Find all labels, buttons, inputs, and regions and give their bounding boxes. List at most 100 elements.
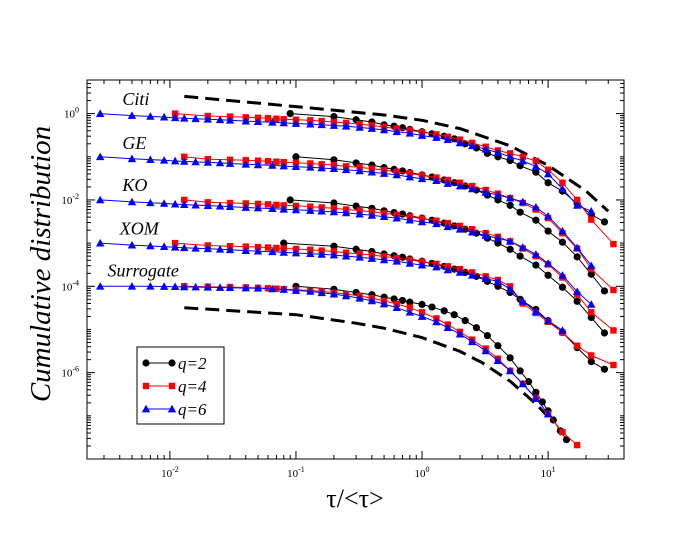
ge-q6-point <box>279 161 288 170</box>
surrogate-q6-point <box>543 409 553 418</box>
ko-q4-point <box>273 201 280 209</box>
surrogate-q2-point <box>483 332 492 340</box>
ko-q2-point <box>558 283 567 291</box>
surrogate-q2-series <box>292 282 571 444</box>
xom-q6-point <box>170 243 180 251</box>
ge-q6-point <box>146 155 155 163</box>
citi-q4-point <box>610 240 617 248</box>
ge-q6-point <box>291 162 301 171</box>
legend-marker <box>142 359 150 367</box>
ko-q6-point <box>543 259 553 267</box>
xom-q6-point <box>468 271 477 279</box>
citi-q6-point <box>493 148 503 156</box>
citi-q6-point <box>443 135 452 143</box>
ko-q6-point <box>159 199 169 207</box>
citi-q6-point <box>215 115 225 124</box>
ge-q6-series <box>96 152 596 270</box>
ge-q6-point <box>341 165 351 174</box>
citi-q6-point <box>146 112 155 120</box>
surrogate-q6-point <box>455 329 465 338</box>
ge-q2-point <box>558 238 567 246</box>
citi-q6-point <box>180 114 189 122</box>
ko-q2-point <box>506 245 514 253</box>
xom-q2-point <box>587 358 595 366</box>
surrogate-q2-point <box>494 342 502 350</box>
ko-q6-point <box>493 234 503 242</box>
surrogate-q6-point <box>355 294 364 302</box>
legend-marker <box>168 382 176 390</box>
surrogate-q6-point <box>191 282 200 291</box>
ko-q6-point <box>432 219 441 228</box>
citi-q6-point <box>317 120 326 129</box>
ge-q6-point <box>355 166 364 175</box>
ko-q6-point <box>367 211 377 219</box>
surrogate-q2-point <box>428 303 436 311</box>
ge-q6-point <box>417 174 427 183</box>
ge-q6-point <box>481 188 490 196</box>
citi-q6-point <box>241 116 250 125</box>
ge-q6-point <box>203 158 213 166</box>
group-label-ko: KO <box>121 175 147 195</box>
ko-q4-point <box>588 309 595 316</box>
ge-q2-point <box>516 208 524 216</box>
xom-q2-point <box>600 365 609 373</box>
surrogate-q6-point <box>367 296 377 305</box>
ge-q6-point <box>405 172 415 181</box>
ge-q6-point <box>455 181 465 190</box>
ge-q6-point <box>241 160 250 168</box>
upper-guide-dashed-line <box>184 94 610 213</box>
xom-q6-point <box>543 316 553 325</box>
xom-q2-point <box>280 239 288 247</box>
citi-q6-point <box>518 156 528 165</box>
surrogate-q6-point <box>443 323 452 332</box>
citi-q2-point <box>544 179 552 187</box>
citi-q6-point <box>587 206 596 215</box>
ge-q4-point <box>610 286 617 294</box>
x-tick-label: 101 <box>541 465 556 480</box>
xom-q6-point <box>531 307 541 315</box>
xom-q2-series <box>280 239 609 373</box>
ge-q6-point <box>392 170 401 179</box>
x-tick-label: 100 <box>415 465 430 480</box>
citi-q6-point <box>268 118 277 126</box>
surrogate-q6-series <box>96 282 553 418</box>
ko-q2-point <box>573 297 581 305</box>
citi-q2-point <box>532 168 540 176</box>
ge-q2-point <box>600 287 609 295</box>
ge-q6-point <box>432 176 441 185</box>
ge-q6-point <box>531 202 541 211</box>
surrogate-q6-point <box>379 299 389 308</box>
surrogate-q6-point <box>518 379 528 388</box>
surrogate-q6-point <box>505 366 515 375</box>
citi-q6-point <box>127 111 137 119</box>
ge-q6-point <box>215 158 225 167</box>
surrogate-q2-point <box>406 298 414 306</box>
citi-q4-point <box>532 157 540 165</box>
citi-q6-point <box>558 184 567 193</box>
surrogate-q6-point <box>241 283 250 292</box>
citi-q6-point <box>405 129 415 137</box>
ko-q2-point <box>587 313 595 322</box>
citi-q2-point <box>286 109 294 118</box>
xom-q2-point <box>330 242 338 250</box>
surrogate-q6-point <box>291 286 301 294</box>
xom-q6-point <box>215 245 225 253</box>
citi-q6-point <box>481 144 490 153</box>
ko-q4-point <box>264 201 272 208</box>
y-tick-label: 10-6 <box>61 365 79 380</box>
citi-q6-point <box>225 116 235 124</box>
citi-q6-point <box>367 124 377 132</box>
ge-q2-point <box>506 201 514 209</box>
ge-q6-point <box>268 161 277 169</box>
xom-q4-point <box>610 361 617 369</box>
xom-q6-point <box>392 257 401 265</box>
xom-q6-point <box>279 248 288 256</box>
xom-q6-point <box>96 238 105 247</box>
xom-q4-point <box>273 244 280 252</box>
ge-q2-point <box>398 167 407 175</box>
y-tick-label: 10-2 <box>61 192 79 207</box>
surrogate-q6-point <box>253 284 263 292</box>
surrogate-q6-point <box>317 288 326 297</box>
ko-q2-point <box>600 329 609 337</box>
ko-q6-point <box>572 287 582 296</box>
